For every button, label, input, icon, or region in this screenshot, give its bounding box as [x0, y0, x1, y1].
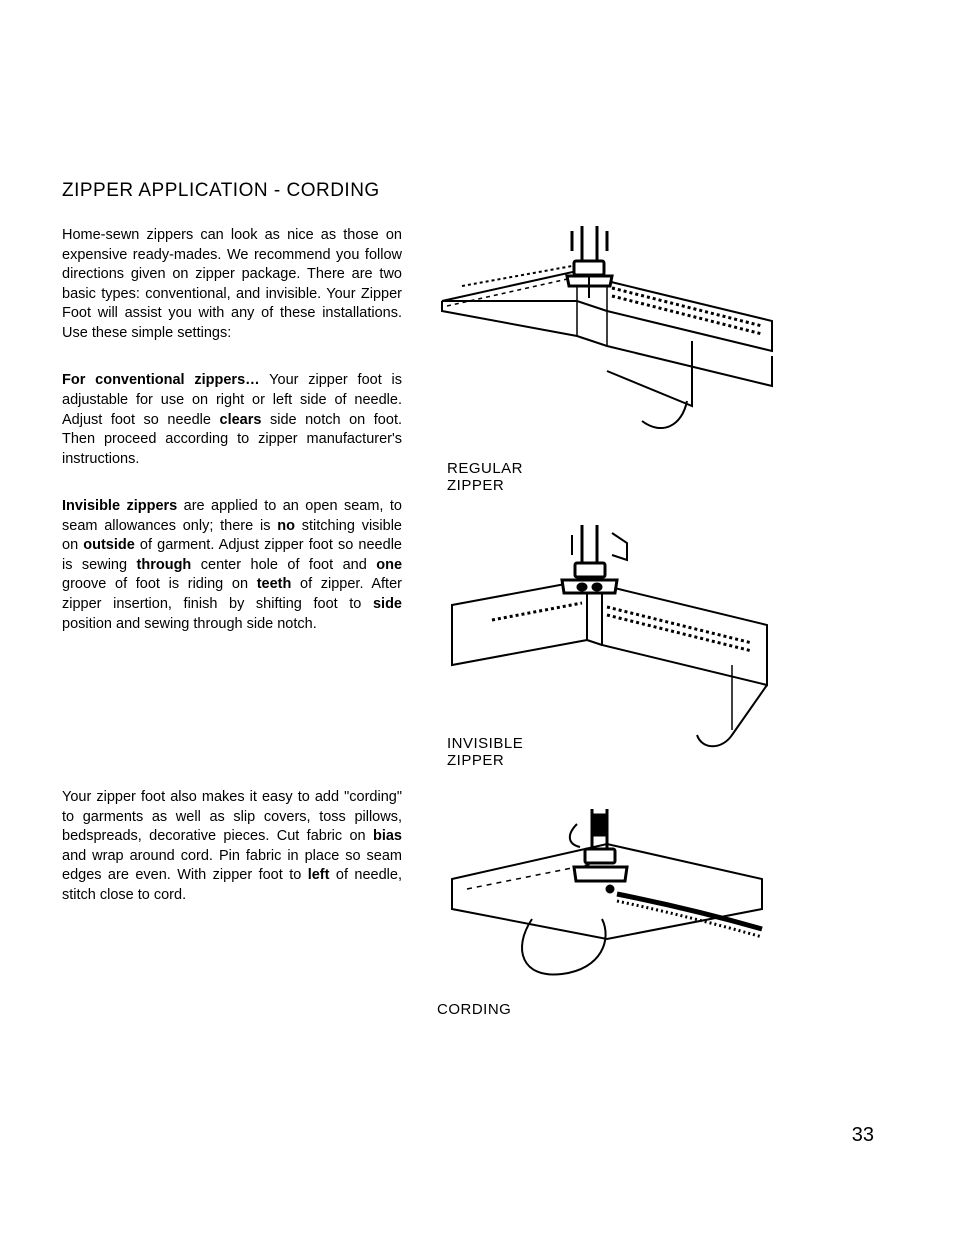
intro-paragraph: Home-sewn zippers can look as nice as th… — [62, 226, 402, 343]
figure-label-cording: CORDING — [437, 1001, 782, 1018]
figure-label-invisible: INVISIBLE ZIPPER — [447, 735, 782, 770]
text-column: Home-sewn zippers can look as nice as th… — [62, 226, 402, 1038]
figure-cording: CORDING — [432, 809, 782, 1018]
cording-paragraph: Your zipper foot also makes it easy to a… — [62, 788, 402, 905]
spacer — [62, 662, 402, 788]
page-title: ZIPPER APPLICATION - CORDING — [62, 180, 892, 202]
invisible-paragraph: Invisible zippers are applied to an open… — [62, 497, 402, 634]
figure-invisible-zipper: INVISIBLE ZIPPER — [432, 525, 782, 770]
figure-label-regular: REGULAR ZIPPER — [447, 460, 782, 495]
invisible-zipper-illustration — [432, 525, 782, 765]
page-number: 33 — [852, 1124, 874, 1147]
page-content: ZIPPER APPLICATION - CORDING Home-sewn z… — [62, 180, 892, 1038]
conventional-paragraph: For conventional zippers… Your zipper fo… — [62, 371, 402, 469]
figure-column: REGULAR ZIPPER — [432, 226, 782, 1038]
figure-regular-zipper: REGULAR ZIPPER — [432, 226, 782, 495]
conventional-lead: For conventional zippers… — [62, 372, 260, 388]
two-column-layout: Home-sewn zippers can look as nice as th… — [62, 226, 892, 1038]
invisible-lead: Invisible zippers — [62, 498, 177, 514]
regular-zipper-illustration — [432, 226, 782, 456]
cording-illustration — [432, 809, 782, 1019]
